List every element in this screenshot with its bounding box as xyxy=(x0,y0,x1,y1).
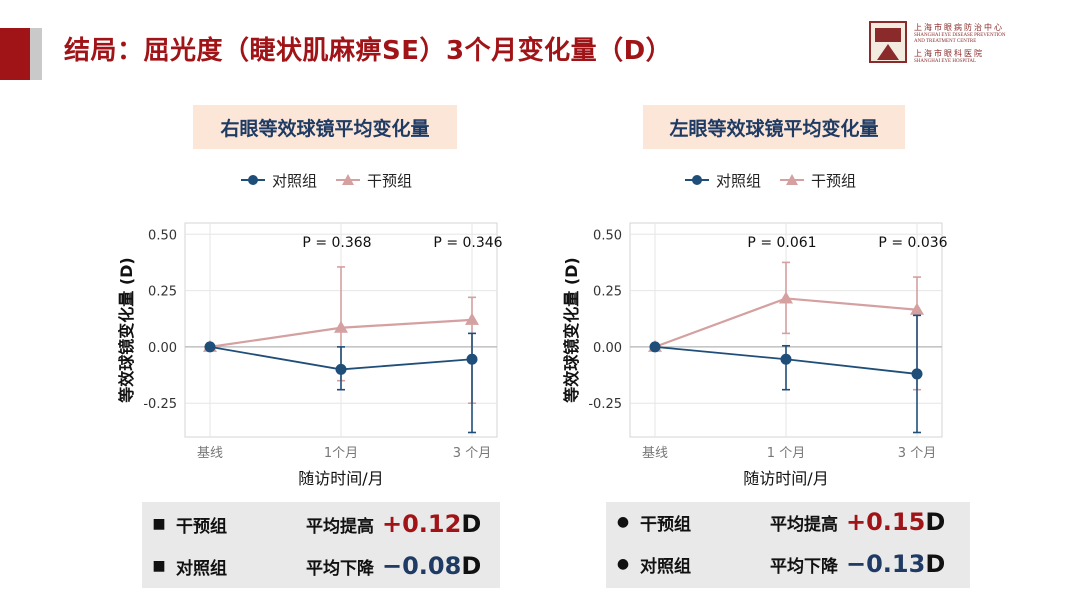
summary-number: +0.12 xyxy=(382,510,462,538)
summary-row-control: ■ 对照组 平均下降 −0.08D xyxy=(142,546,500,586)
data-point-circle xyxy=(466,353,478,365)
logo-line-1: 上海市眼病防治中心 xyxy=(914,23,1004,32)
summary-description: 平均下降 xyxy=(770,556,838,577)
summary-number: −0.13 xyxy=(846,550,926,578)
summary-unit: D xyxy=(925,508,946,536)
y-axis-label: 等效球镜变化量 (D) xyxy=(562,257,581,403)
x-tick-label: 基线 xyxy=(642,446,668,461)
x-tick-label: 基线 xyxy=(197,446,223,461)
summary-box-left-eye: ● 干预组 平均提高 +0.15D ● 对照组 平均下降 −0.13D xyxy=(606,502,970,588)
legend-circle-marker-icon xyxy=(685,175,709,185)
x-tick-label: 3 个月 xyxy=(453,446,491,461)
summary-row-intervention: ■ 干预组 平均提高 +0.12D xyxy=(142,504,500,544)
summary-description: 平均提高 xyxy=(770,514,838,535)
accent-bar xyxy=(0,28,30,80)
y-tick-label: 0.50 xyxy=(593,228,622,243)
data-point-triangle xyxy=(779,291,793,304)
data-point-circle xyxy=(649,341,661,353)
summary-group: 干预组 xyxy=(176,516,227,537)
y-axis-label: 等效球镜变化量 (D) xyxy=(117,257,136,403)
x-tick-label: 1个月 xyxy=(324,446,358,461)
y-tick-label: -0.25 xyxy=(588,397,622,412)
y-tick-label: 0.50 xyxy=(148,228,177,243)
legend-right-eye: 对照组 干预组 xyxy=(240,170,430,190)
slide-title: 结局：屈光度（睫状肌麻痹SE）3个月变化量（D） xyxy=(64,36,673,66)
y-tick-label: 0.00 xyxy=(148,341,177,356)
summary-bullet: ■ xyxy=(152,516,166,532)
chart-title-left-eye: 左眼等效球镜平均变化量 xyxy=(643,105,905,149)
logo-line-3: 上海市眼科医院 xyxy=(914,49,984,58)
summary-number: +0.15 xyxy=(846,508,926,536)
summary-group: 对照组 xyxy=(640,556,691,577)
data-point-circle xyxy=(780,353,792,365)
summary-description: 平均提高 xyxy=(306,516,374,537)
summary-number: −0.08 xyxy=(382,552,462,580)
summary-value: −0.13D xyxy=(846,550,945,578)
legend-item-intervention: 干预组 xyxy=(779,170,856,191)
data-point-triangle xyxy=(465,312,479,325)
legend-label-control: 对照组 xyxy=(272,171,318,190)
hospital-seal-icon xyxy=(869,21,907,63)
data-point-circle xyxy=(204,341,216,353)
data-point-triangle xyxy=(910,302,924,315)
accent-bar-secondary xyxy=(30,28,42,80)
summary-bullet: ● xyxy=(616,514,630,530)
x-tick-label: 3 个月 xyxy=(898,446,936,461)
legend-left-eye: 对照组 干预组 xyxy=(684,170,874,190)
summary-box-right-eye: ■ 干预组 平均提高 +0.12D ■ 对照组 平均下降 −0.08D xyxy=(142,502,500,588)
p-value-annotation: P = 0.346 xyxy=(433,235,502,251)
summary-value: +0.15D xyxy=(846,508,945,536)
p-value-annotation: P = 0.036 xyxy=(878,235,947,251)
summary-unit: D xyxy=(925,550,946,578)
summary-row-control: ● 对照组 平均下降 −0.13D xyxy=(606,544,970,584)
summary-unit: D xyxy=(461,552,482,580)
logo-line-2a: SHANGHAI EYE DISEASE PREVENTION xyxy=(914,33,1006,38)
summary-bullet: ● xyxy=(616,556,630,572)
legend-item-control: 对照组 xyxy=(684,170,761,191)
data-point-triangle xyxy=(334,320,348,333)
legend-label-intervention: 干预组 xyxy=(811,171,857,190)
summary-unit: D xyxy=(461,510,482,538)
summary-value: +0.12D xyxy=(382,510,481,538)
legend-label-intervention: 干预组 xyxy=(367,171,413,190)
x-axis-label: 随访时间/月 xyxy=(298,469,383,488)
data-point-circle xyxy=(911,368,923,380)
data-point-circle xyxy=(335,363,347,375)
summary-group: 对照组 xyxy=(176,558,227,579)
summary-bullet: ■ xyxy=(152,558,166,574)
summary-value: −0.08D xyxy=(382,552,481,580)
legend-label-control: 对照组 xyxy=(716,171,762,190)
summary-row-intervention: ● 干预组 平均提高 +0.15D xyxy=(606,502,970,542)
y-tick-label: 0.25 xyxy=(593,285,622,300)
legend-item-intervention: 干预组 xyxy=(335,170,412,191)
summary-group: 干预组 xyxy=(640,514,691,535)
hospital-logo: 上海市眼病防治中心 SHANGHAI EYE DISEASE PREVENTIO… xyxy=(868,20,1058,64)
p-value-annotation: P = 0.368 xyxy=(302,235,371,251)
y-tick-label: 0.00 xyxy=(593,341,622,356)
summary-description: 平均下降 xyxy=(306,558,374,579)
logo-line-4: SHANGHAI EYE HOSPITAL xyxy=(914,59,977,64)
legend-item-control: 对照组 xyxy=(240,170,317,191)
p-value-annotation: P = 0.061 xyxy=(747,235,816,251)
legend-circle-marker-icon xyxy=(241,175,265,185)
logo-line-2b: AND TREATMENT CENTRE xyxy=(914,39,977,44)
y-tick-label: 0.25 xyxy=(148,285,177,300)
chart-title-right-eye: 右眼等效球镜平均变化量 xyxy=(193,105,457,149)
legend-triangle-marker-icon xyxy=(780,174,805,185)
legend-triangle-marker-icon xyxy=(336,174,361,185)
y-tick-label: -0.25 xyxy=(143,397,177,412)
x-tick-label: 1 个月 xyxy=(767,446,805,461)
x-axis-label: 随访时间/月 xyxy=(743,469,828,488)
